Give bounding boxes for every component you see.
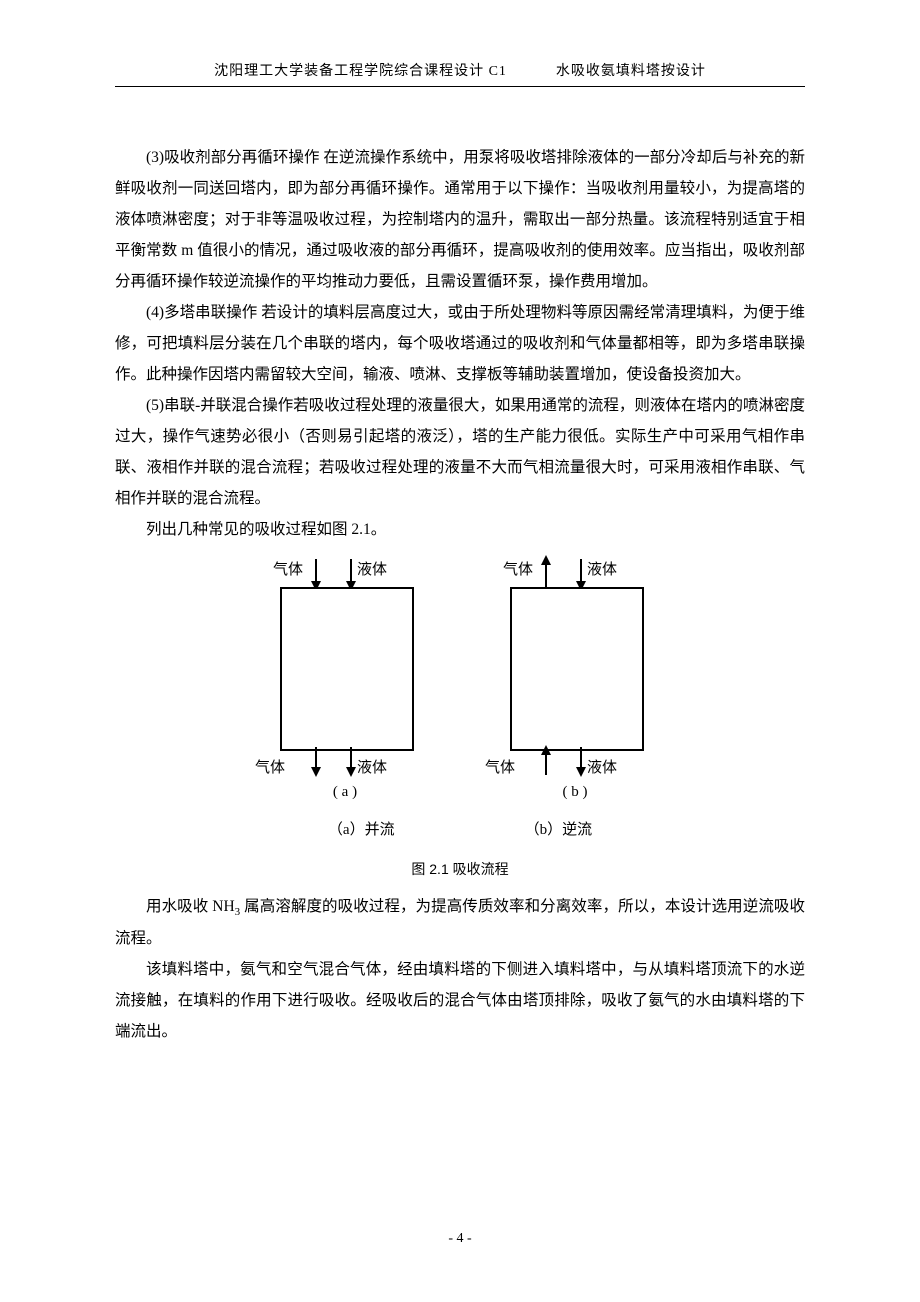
- tower-box-a: [280, 587, 414, 751]
- page-container: 沈阳理工大学装备工程学院综合课程设计 C1 水吸收氨填料塔按设计 (3)吸收剂部…: [0, 0, 920, 1302]
- label-gas-top-a: 气体: [273, 555, 303, 585]
- arrowhead-gas-out-a: [311, 767, 321, 777]
- paragraph-7: 用水吸收 NH3 属高溶解度的吸收过程，为提高传质效率和分离效率，所以，本设计选…: [115, 891, 805, 954]
- arrowhead-gas-in-b: [541, 745, 551, 755]
- arrowhead-gas-out-b: [541, 555, 551, 565]
- caption-row: （a）并流 （b）逆流: [115, 815, 805, 845]
- paragraph-3: (3)吸收剂部分再循环操作 在逆流操作系统中，用泵将吸收塔排除液体的一部分冷却后…: [115, 142, 805, 297]
- label-gas-top-b: 气体: [503, 555, 533, 585]
- sublabel-b: ( b ): [495, 777, 655, 807]
- arrow-gas-out-b: [545, 563, 547, 589]
- p7-prefix: 用水吸收 NH: [146, 898, 235, 915]
- header-right: 水吸收氨填料塔按设计: [556, 64, 706, 79]
- sublabel-a: ( a ): [265, 777, 425, 807]
- tower-box-b: [510, 587, 644, 751]
- arrowhead-liquid-out-a: [346, 767, 356, 777]
- header-left: 沈阳理工大学装备工程学院综合课程设计 C1: [214, 64, 507, 79]
- diagram-b: 气体 液体 气体 液体 ( b ): [495, 549, 655, 809]
- page-number: - 4 -: [0, 1231, 920, 1247]
- paragraph-5: (5)串联-并联混合操作若吸收过程处理的液量很大，如果用通常的流程，则液体在塔内…: [115, 390, 805, 514]
- figure-2-1: 气体 液体 气体 液体 ( a ): [115, 549, 805, 883]
- caption-b: （b）逆流: [525, 815, 593, 845]
- label-liquid-top-a: 液体: [357, 555, 387, 585]
- label-liquid-top-b: 液体: [587, 555, 617, 585]
- body-text: (3)吸收剂部分再循环操作 在逆流操作系统中，用泵将吸收塔排除液体的一部分冷却后…: [115, 142, 805, 1047]
- paragraph-8: 该填料塔中，氨气和空气混合气体，经由填料塔的下侧进入填料塔中，与从填料塔顶流下的…: [115, 954, 805, 1047]
- paragraph-6: 列出几种常见的吸收过程如图 2.1。: [115, 514, 805, 545]
- paragraph-4: (4)多塔串联操作 若设计的填料层高度过大，或由于所处理物料等原因需经常清理填料…: [115, 297, 805, 390]
- figure-row: 气体 液体 气体 液体 ( a ): [115, 549, 805, 809]
- caption-a: （a）并流: [328, 815, 395, 845]
- arrow-gas-in-b: [545, 753, 547, 775]
- arrowhead-liquid-out-b: [576, 767, 586, 777]
- figure-title: 图 2.1 吸收流程: [115, 855, 805, 883]
- diagram-a: 气体 液体 气体 液体 ( a ): [265, 549, 425, 809]
- page-header: 沈阳理工大学装备工程学院综合课程设计 C1 水吸收氨填料塔按设计: [115, 60, 805, 87]
